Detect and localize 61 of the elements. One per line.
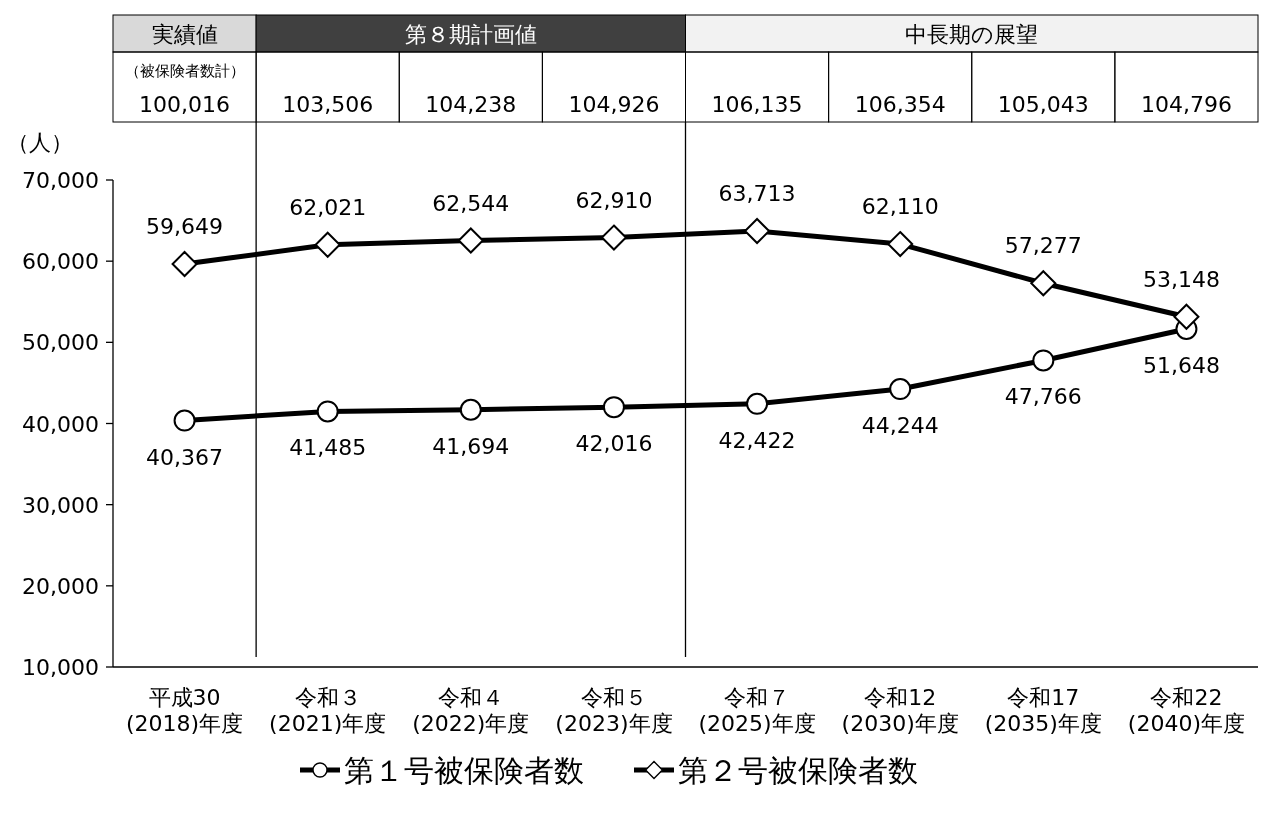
data-label: 53,148 <box>1142 266 1220 292</box>
x-tick-label: 令和３ (2021)年度 <box>269 685 387 737</box>
x-tick-label: 令和12 (2030)年度 <box>841 685 959 737</box>
data-label: 41,485 <box>289 435 367 461</box>
y-tick-label: 10,000 <box>22 655 99 680</box>
y-axis-title: （人） <box>7 130 73 155</box>
text: 103,506 <box>282 92 374 117</box>
y-tick-label: 40,000 <box>22 411 99 437</box>
text: 100,016 <box>139 92 231 117</box>
text: 実績値 <box>151 22 218 47</box>
text: 104,926 <box>568 92 660 117</box>
y-tick-label: 50,000 <box>22 330 99 356</box>
data-label: 41,694 <box>432 433 510 459</box>
data-label: 59,649 <box>146 214 224 240</box>
text: 106,354 <box>854 92 946 117</box>
text: 104,238 <box>425 92 517 117</box>
y-tick-label: 70,000 <box>22 168 99 193</box>
point <box>316 400 339 423</box>
point <box>600 224 627 251</box>
x-tick-label: 令和７ (2025)年度 <box>698 685 816 737</box>
point <box>314 231 341 258</box>
point <box>887 231 914 258</box>
point <box>889 378 912 401</box>
text: （被保険者数計） <box>124 62 245 80</box>
data-label: 62,110 <box>861 194 939 220</box>
point <box>173 409 196 432</box>
point <box>1030 270 1057 297</box>
data-label: 57,277 <box>1004 233 1082 259</box>
point <box>1173 303 1200 330</box>
y-tick-label: 30,000 <box>22 492 99 518</box>
x-tick-label: 令和５ (2023)年度 <box>555 685 673 737</box>
text: 105,043 <box>997 92 1089 117</box>
text: 106,135 <box>711 92 803 117</box>
point <box>1032 349 1055 372</box>
point <box>746 392 769 415</box>
data-label: 62,544 <box>432 190 510 216</box>
point <box>457 227 484 254</box>
legend-label: 第１号被保険者数 <box>344 753 584 788</box>
data-label: 42,422 <box>718 427 796 453</box>
x-tick-label: 平成30 (2018)年度 <box>125 685 244 737</box>
y-tick-label: 60,000 <box>22 249 99 275</box>
point <box>744 218 771 245</box>
data-label: 44,244 <box>861 413 939 439</box>
y-tick-label: 20,000 <box>22 573 99 599</box>
text: 104,796 <box>1140 92 1232 117</box>
text: 第８期計画値 <box>404 22 537 47</box>
point <box>602 396 625 419</box>
data-label: 62,021 <box>289 194 367 220</box>
data-label: 63,713 <box>718 181 796 207</box>
x-tick-label: 令和22 (2040)年度 <box>1127 685 1246 737</box>
data-label: 51,648 <box>1142 352 1220 378</box>
data-label: 62,910 <box>575 187 653 213</box>
x-tick-label: 令和17 (2035)年度 <box>984 685 1102 737</box>
x-tick-label: 令和４ (2022)年度 <box>412 685 530 737</box>
point <box>459 398 482 421</box>
legend-label: 第２号被保険者数 <box>678 753 918 788</box>
data-label: 47,766 <box>1004 384 1082 410</box>
data-label: 40,367 <box>146 444 224 470</box>
point <box>171 251 198 278</box>
text: 中長期の展望 <box>905 22 1039 47</box>
data-label: 42,016 <box>575 431 653 457</box>
